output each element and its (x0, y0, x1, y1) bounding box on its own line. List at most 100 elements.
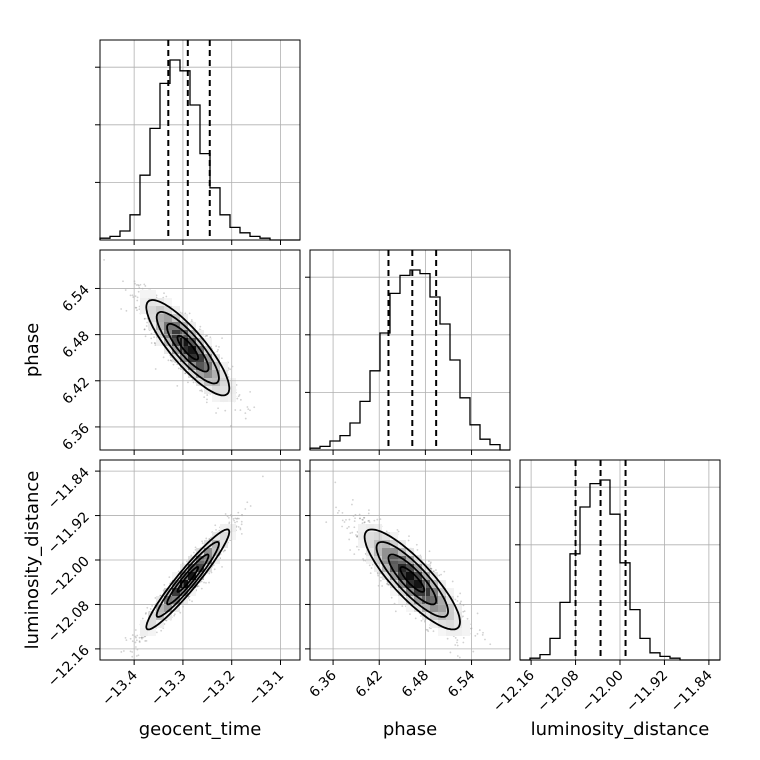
sample-point (210, 571, 213, 574)
sample-point (187, 381, 189, 384)
sample-point (348, 538, 351, 541)
sample-point (426, 629, 429, 631)
sample-point (359, 517, 361, 520)
sample-point (208, 581, 210, 584)
sample-point (224, 549, 226, 552)
sample-point (367, 520, 370, 522)
sample-point (237, 511, 240, 514)
sample-point (367, 512, 370, 515)
sample-point (136, 309, 138, 312)
density-cell (438, 604, 446, 612)
ytick-label-phase: 6.54 (59, 282, 92, 315)
y-axis-label-luminosity-distance: luminosity_distance (22, 471, 43, 650)
sample-point (150, 337, 153, 340)
density-cell (358, 532, 366, 540)
xtick-label-geocent-time: −13.1 (246, 668, 288, 710)
sample-point (192, 551, 195, 554)
density-cell (204, 564, 212, 572)
density-cell (454, 612, 462, 620)
density-cell (446, 612, 454, 620)
contour-geocent-time-vs-phase-3 (145, 299, 231, 397)
sample-point (430, 567, 433, 570)
density-cell (172, 346, 180, 354)
histogram-phase (309, 269, 510, 451)
sample-point (120, 651, 123, 653)
sample-point (144, 285, 147, 287)
density-cell (454, 628, 462, 636)
sample-point (188, 595, 191, 598)
density-cell (462, 628, 470, 636)
density-cell (196, 564, 204, 572)
sample-point (351, 531, 354, 534)
sample-point (199, 389, 201, 392)
sample-point (379, 518, 382, 521)
density-cell (382, 572, 390, 580)
density-cell (212, 540, 220, 548)
sample-point (476, 612, 479, 615)
density-cell (220, 532, 228, 540)
sample-point (206, 335, 209, 337)
sample-point (187, 595, 190, 598)
sample-point (208, 538, 210, 541)
sample-point (428, 560, 430, 563)
density-cell (204, 540, 212, 548)
sample-point (341, 519, 344, 522)
density-cell (406, 604, 414, 612)
x-axis-label-phase: phase (383, 719, 437, 740)
contour-geocent-time-vs-phase-2 (155, 311, 220, 385)
ytick-label-luminosity-distance: −11.84 (45, 465, 93, 513)
density-cell (358, 524, 366, 532)
sample-point (244, 412, 247, 415)
sample-point (228, 521, 231, 524)
xtick-label-phase: 6.42 (353, 668, 386, 701)
density-cell (438, 596, 446, 604)
sample-point (206, 394, 209, 396)
density-cell (390, 532, 398, 540)
contour-geocent-time-vs-luminosity-distance-3 (145, 528, 231, 631)
sample-point (368, 564, 371, 567)
sample-point (135, 636, 137, 639)
sample-point (134, 629, 137, 631)
density-cell (180, 580, 188, 588)
density-cell (148, 314, 156, 322)
contour-geocent-time-vs-luminosity-distance-2 (155, 540, 220, 618)
sample-point (349, 549, 352, 551)
sample-point (353, 520, 356, 523)
ytick-label-phase: 6.48 (59, 328, 92, 361)
sample-point (353, 553, 356, 556)
density-cell (398, 564, 406, 572)
sample-point (354, 517, 356, 520)
density-cell (430, 620, 438, 628)
sample-point (456, 644, 459, 647)
density-cell (204, 338, 212, 346)
sample-point (218, 345, 220, 348)
sample-point (356, 545, 358, 548)
sample-point (125, 309, 128, 312)
sample-point (377, 574, 380, 577)
sample-point (416, 548, 419, 551)
density-cell (204, 354, 212, 362)
sample-point (414, 617, 417, 620)
sample-point (232, 518, 235, 520)
sample-point (451, 580, 454, 583)
sample-point (144, 335, 147, 338)
xtick-label-luminosity-distance: −11.84 (668, 667, 716, 715)
sample-point (177, 367, 180, 370)
sample-point (381, 585, 384, 587)
density-cell (172, 306, 180, 314)
scatter-layer (103, 259, 492, 659)
sample-point (368, 521, 371, 524)
sample-point (221, 566, 223, 568)
sample-point (216, 350, 219, 353)
sample-point (249, 409, 251, 412)
sample-point (170, 359, 172, 362)
sample-point (145, 611, 147, 614)
x-axis-label-luminosity-distance: luminosity_distance (531, 719, 710, 740)
sample-point (353, 526, 356, 529)
sample-point (159, 594, 162, 597)
density-cell (188, 346, 196, 354)
sample-point (122, 650, 125, 652)
sample-point (222, 550, 225, 553)
contour-phase-vs-luminosity-distance-2 (375, 541, 450, 618)
